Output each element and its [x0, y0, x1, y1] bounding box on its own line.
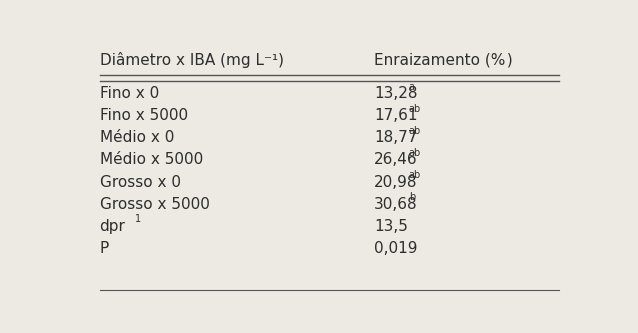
Text: 26,46: 26,46: [374, 153, 418, 167]
Text: ab: ab: [409, 126, 421, 136]
Text: dpr: dpr: [100, 218, 126, 234]
Text: 30,68: 30,68: [374, 196, 418, 211]
Text: Grosso x 5000: Grosso x 5000: [100, 196, 209, 211]
Text: a: a: [409, 82, 415, 92]
Text: Grosso x 0: Grosso x 0: [100, 174, 181, 189]
Text: 13,28: 13,28: [374, 86, 417, 101]
Text: 0,019: 0,019: [374, 241, 417, 256]
Text: ab: ab: [409, 170, 421, 180]
Text: Fino x 0: Fino x 0: [100, 86, 159, 101]
Text: ab: ab: [409, 104, 421, 114]
Text: 20,98: 20,98: [374, 174, 417, 189]
Text: Fino x 5000: Fino x 5000: [100, 108, 188, 123]
Text: 18,77: 18,77: [374, 131, 417, 146]
Text: 13,5: 13,5: [374, 218, 408, 234]
Text: 1: 1: [135, 214, 141, 224]
Text: 17,61: 17,61: [374, 108, 417, 123]
Text: Diâmetro x IBA (mg L⁻¹): Diâmetro x IBA (mg L⁻¹): [100, 53, 283, 69]
Text: Enraizamento (% ): Enraizamento (% ): [374, 53, 513, 68]
Text: ab: ab: [409, 148, 421, 158]
Text: b: b: [409, 192, 415, 202]
Text: Médio x 0: Médio x 0: [100, 131, 174, 146]
Text: Médio x 5000: Médio x 5000: [100, 153, 203, 167]
Text: P: P: [100, 241, 108, 256]
